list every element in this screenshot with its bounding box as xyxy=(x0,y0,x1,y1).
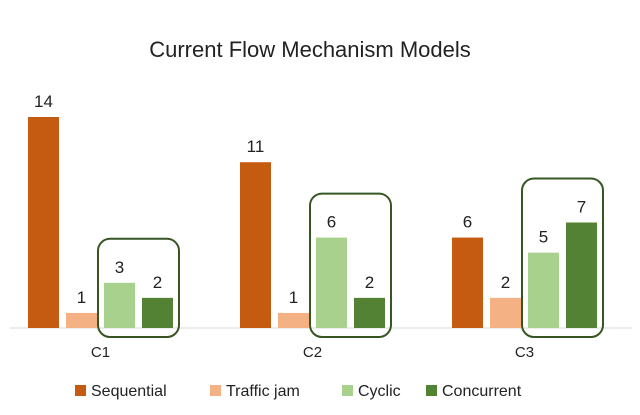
highlight-box-c1 xyxy=(97,237,180,339)
bar-traffic-jam-c1 xyxy=(66,312,97,328)
legend-label-traffic-jam: Traffic jam xyxy=(226,383,300,400)
data-label-traffic-jam-c2: 1 xyxy=(289,288,298,307)
legend-label-sequential: Sequential xyxy=(91,383,167,400)
highlight-box-c2 xyxy=(309,192,392,338)
legend-swatch-concurrent xyxy=(426,385,437,396)
data-label-cyclic-c3: 5 xyxy=(539,228,548,247)
legend-swatch-cyclic xyxy=(342,385,353,396)
data-label-traffic-jam-c3: 2 xyxy=(501,273,510,292)
bar-concurrent-c2 xyxy=(354,297,385,328)
data-label-cyclic-c1: 3 xyxy=(115,258,124,277)
data-label-sequential-c3: 6 xyxy=(463,213,472,232)
bar-sequential-c2 xyxy=(240,162,271,328)
bar-cyclic-c2 xyxy=(316,237,347,328)
data-label-sequential-c2: 11 xyxy=(247,137,265,156)
data-label-sequential-c1: 14 xyxy=(34,92,53,111)
bar-concurrent-c3 xyxy=(566,222,597,328)
bar-concurrent-c1 xyxy=(142,297,173,328)
data-label-concurrent-c2: 2 xyxy=(365,273,374,292)
x-tick-c1: C1 xyxy=(91,344,110,361)
legend: Sequential Traffic jam Cyclic Concurrent xyxy=(75,383,522,400)
legend-swatch-sequential xyxy=(75,385,86,396)
legend-label-concurrent: Concurrent xyxy=(442,383,522,400)
data-label-cyclic-c2: 6 xyxy=(327,213,336,232)
data-label-concurrent-c3: 7 xyxy=(577,198,586,217)
chart-title: Current Flow Mechanism Models xyxy=(149,37,471,62)
bar-cyclic-c3 xyxy=(528,252,559,328)
x-tick-c3: C3 xyxy=(515,344,534,361)
x-tick-c2: C2 xyxy=(303,344,322,361)
legend-swatch-traffic-jam xyxy=(210,385,221,396)
legend-label-cyclic: Cyclic xyxy=(358,383,401,400)
highlight-box-c3 xyxy=(521,177,604,338)
bar-sequential-c3 xyxy=(452,237,483,328)
bar-traffic-jam-c3 xyxy=(490,297,521,328)
bar-cyclic-c1 xyxy=(104,282,135,328)
bar-sequential-c1 xyxy=(28,117,59,328)
bar-traffic-jam-c2 xyxy=(278,312,309,328)
data-label-traffic-jam-c1: 1 xyxy=(77,288,86,307)
data-label-concurrent-c1: 2 xyxy=(153,273,162,292)
